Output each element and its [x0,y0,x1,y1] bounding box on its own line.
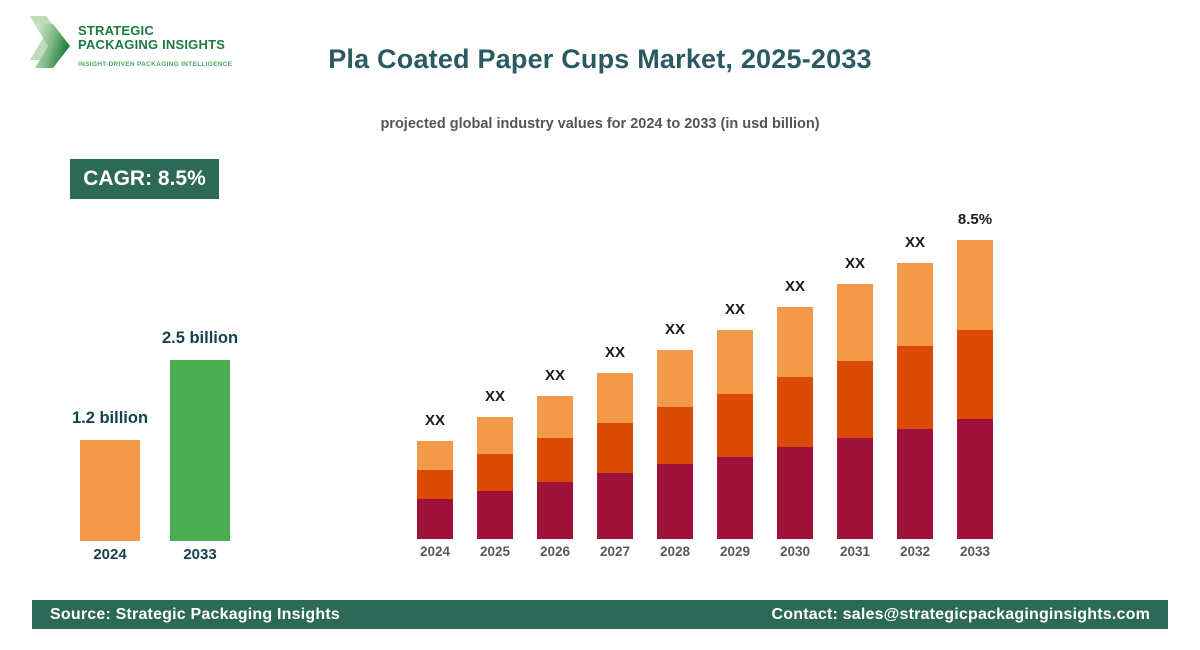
stack-segment-2028 [657,350,693,407]
stack-segment-2028 [657,464,693,539]
stack-bar-top-label: XX [664,321,686,338]
logo-text: STRATEGIC PACKAGING INSIGHTS INSIGHT-DRI… [78,23,233,69]
stack-segment-2027 [597,473,633,539]
stack-segment-2026 [537,482,573,539]
mini-bar-year-label: 2024 [93,546,127,563]
page-title: Pla Coated Paper Cups Market, 2025-2033 [328,44,872,74]
stack-bar-top-label: XX [604,344,626,361]
logo: STRATEGIC PACKAGING INSIGHTS INSIGHT-DRI… [30,14,232,70]
stack-segment-2029 [717,457,753,539]
stack-segment-2028 [657,407,693,464]
stack-segment-2029 [717,394,753,457]
stack-segment-2025 [477,417,513,454]
stacked-bar-chart: XX 2024 XX 2025 XX 2026 XX 2027 XX 2028 XX 2029 XX 20… [417,195,1017,565]
mini-bar-value-label: 2.5 billion [161,329,239,347]
cagr-badge: CAGR: 8.5% [70,159,219,199]
stack-segment-2024 [417,441,453,470]
stack-segment-2032 [897,263,933,346]
mini-bar-2024 [80,440,140,541]
stack-segment-2030 [777,447,813,539]
mini-bar-2033 [170,360,230,541]
logo-line-2: PACKAGING INSIGHTS [78,37,226,53]
stack-bar-year-label: 2024 [419,544,451,559]
stack-segment-2025 [477,491,513,539]
stack-segment-2025 [477,454,513,491]
stack-bar-year-label: 2025 [479,544,511,559]
mini-bar-year-label: 2033 [183,546,217,563]
stack-bar-top-label: XX [484,388,506,405]
logo-line-1: STRATEGIC [78,23,154,38]
stack-segment-2030 [777,307,813,377]
stack-segment-2024 [417,499,453,539]
stack-bar-year-label: 2029 [719,544,751,559]
stack-bar-year-label: 2030 [779,544,811,559]
stack-segment-2027 [597,373,633,423]
stack-bar-year-label: 2026 [539,544,571,559]
stack-bar-top-label: XX [784,278,806,295]
stack-segment-2033 [957,240,993,330]
stack-segment-2033 [957,330,993,419]
logo-tagline: INSIGHT-DRIVEN PACKAGING INTELLIGENCE [78,61,233,69]
footer-contact-text: Contact: sales@strategicpackaginginsight… [771,605,1150,623]
chevron-arrow-icon [30,16,70,68]
stack-segment-2024 [417,470,453,499]
stack-bar-top-label: XX [904,234,926,251]
stack-bar-year-label: 2028 [659,544,691,559]
stack-segment-2031 [837,284,873,361]
stack-segment-2031 [837,438,873,539]
stack-bar-top-label: XX [724,301,746,318]
stack-segment-2026 [537,438,573,482]
stack-segment-2026 [537,396,573,438]
stack-bar-top-label: XX [544,367,566,384]
footer-source-text: Source: Strategic Packaging Insights [50,605,340,623]
stack-segment-2027 [597,423,633,473]
stack-bar-top-label: 8.5% [957,211,993,228]
stack-segment-2030 [777,377,813,447]
mini-summary-chart: 1.2 billion 2024 2.5 billion 2033 [72,325,240,565]
footer-bar: Source: Strategic Packaging Insights Con… [32,600,1168,629]
stack-bar-year-label: 2027 [599,544,631,559]
stack-segment-2032 [897,346,933,429]
stack-bar-top-label: XX [424,412,446,429]
mini-bar-value-label: 1.2 billion [71,409,149,427]
page-subtitle: projected global industry values for 202… [380,116,820,132]
stack-bar-top-label: XX [844,255,866,272]
stack-bar-year-label: 2032 [899,544,931,559]
stack-bar-year-label: 2033 [959,544,991,559]
stack-segment-2033 [957,419,993,539]
stack-segment-2031 [837,361,873,438]
stack-segment-2029 [717,330,753,394]
stack-bar-year-label: 2031 [839,544,871,559]
stack-segment-2032 [897,429,933,539]
